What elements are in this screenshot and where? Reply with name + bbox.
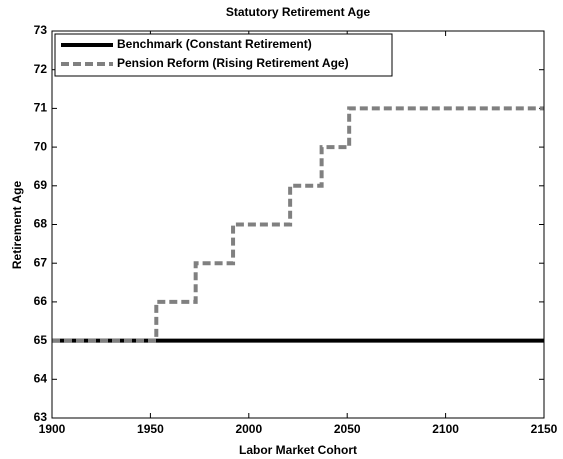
line-series xyxy=(52,106,544,343)
plot-area xyxy=(52,31,544,418)
x-tick-label: 2050 xyxy=(334,422,361,436)
y-tick-label: 72 xyxy=(34,62,48,76)
y-tick-label: 67 xyxy=(34,255,48,269)
y-tick-label: 63 xyxy=(34,410,48,424)
x-tick-label: 1900 xyxy=(39,422,66,436)
y-tick-label: 69 xyxy=(34,178,48,192)
x-tick-label: 2100 xyxy=(432,422,459,436)
chart-title: Statutory Retirement Age xyxy=(226,5,371,19)
x-tick-label: 2150 xyxy=(531,422,558,436)
x-axis-label: Labor Market Cohort xyxy=(239,443,357,457)
y-tick-label: 71 xyxy=(34,101,48,115)
y-tick-label: 68 xyxy=(34,217,48,231)
x-tick-label: 1950 xyxy=(137,422,164,436)
y-tick-label: 70 xyxy=(34,139,48,153)
y-tick-label: 66 xyxy=(34,294,48,308)
y-axis-label: Retirement Age xyxy=(10,181,24,270)
y-tick-label: 64 xyxy=(34,371,48,385)
legend-label: Pension Reform (Rising Retirement Age) xyxy=(117,56,349,70)
plot-frame xyxy=(51,30,545,419)
legend-box xyxy=(54,33,393,77)
y-tick-label: 73 xyxy=(34,23,48,37)
y-tick-label: 65 xyxy=(34,333,48,347)
legend-label: Benchmark (Constant Retirement) xyxy=(117,37,312,51)
x-tick-label: 2000 xyxy=(235,422,262,436)
